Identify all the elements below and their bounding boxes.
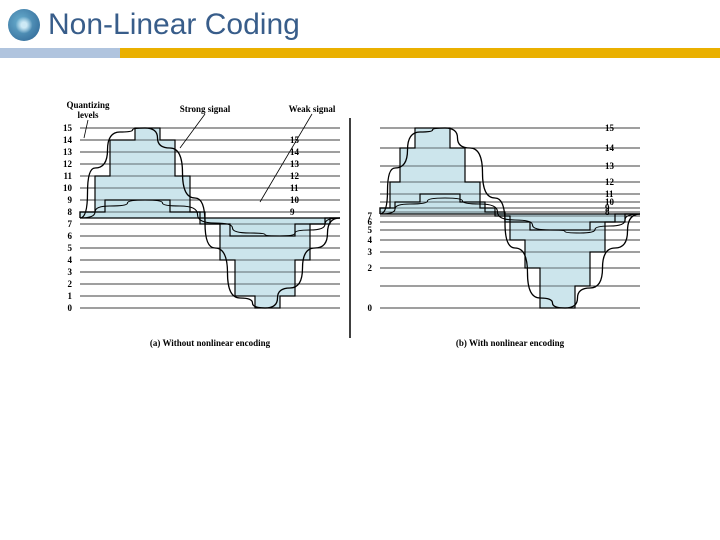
svg-text:11: 11 [290, 183, 299, 193]
svg-text:(b) With nonlinear encoding: (b) With nonlinear encoding [456, 338, 565, 348]
svg-text:10: 10 [63, 183, 73, 193]
svg-text:0: 0 [68, 303, 73, 313]
svg-text:7: 7 [368, 211, 373, 221]
slide-title: Non-Linear Coding [48, 8, 300, 42]
svg-text:1: 1 [68, 291, 73, 301]
svg-text:11: 11 [63, 171, 72, 181]
svg-text:12: 12 [63, 159, 73, 169]
diagram-svg: 0123456789101112131415910111213141502345… [50, 98, 670, 378]
svg-text:Weak signal: Weak signal [289, 104, 336, 114]
svg-text:12: 12 [290, 171, 300, 181]
svg-text:0: 0 [368, 303, 373, 313]
svg-text:10: 10 [290, 195, 300, 205]
svg-text:Strong signal: Strong signal [180, 104, 231, 114]
svg-text:3: 3 [368, 247, 373, 257]
svg-text:15: 15 [63, 123, 73, 133]
svg-text:13: 13 [290, 159, 300, 169]
svg-text:9: 9 [290, 207, 295, 217]
svg-text:6: 6 [68, 231, 73, 241]
svg-text:7: 7 [68, 219, 73, 229]
slide: Non-Linear Coding 0123456789101112131415… [0, 0, 720, 540]
underline [0, 48, 720, 58]
title-bar: Non-Linear Coding [0, 0, 720, 42]
svg-text:(a) Without nonlinear encoding: (a) Without nonlinear encoding [150, 338, 271, 348]
svg-text:14: 14 [605, 143, 615, 153]
svg-text:11: 11 [605, 189, 614, 199]
svg-text:12: 12 [605, 177, 615, 187]
svg-text:4: 4 [68, 255, 73, 265]
svg-text:4: 4 [368, 235, 373, 245]
svg-text:15: 15 [605, 123, 615, 133]
svg-text:13: 13 [605, 161, 615, 171]
underline-cap [0, 48, 120, 58]
svg-text:2: 2 [68, 279, 73, 289]
svg-text:levels: levels [78, 110, 99, 120]
svg-text:Quantizing: Quantizing [66, 100, 110, 110]
svg-text:5: 5 [68, 243, 73, 253]
underline-bar [120, 48, 720, 58]
svg-text:8: 8 [68, 207, 73, 217]
svg-text:9: 9 [68, 195, 73, 205]
svg-text:13: 13 [63, 147, 73, 157]
globe-icon [8, 9, 40, 41]
svg-text:2: 2 [368, 263, 373, 273]
svg-text:3: 3 [68, 267, 73, 277]
diagram: 0123456789101112131415910111213141502345… [50, 98, 670, 378]
svg-text:14: 14 [63, 135, 73, 145]
